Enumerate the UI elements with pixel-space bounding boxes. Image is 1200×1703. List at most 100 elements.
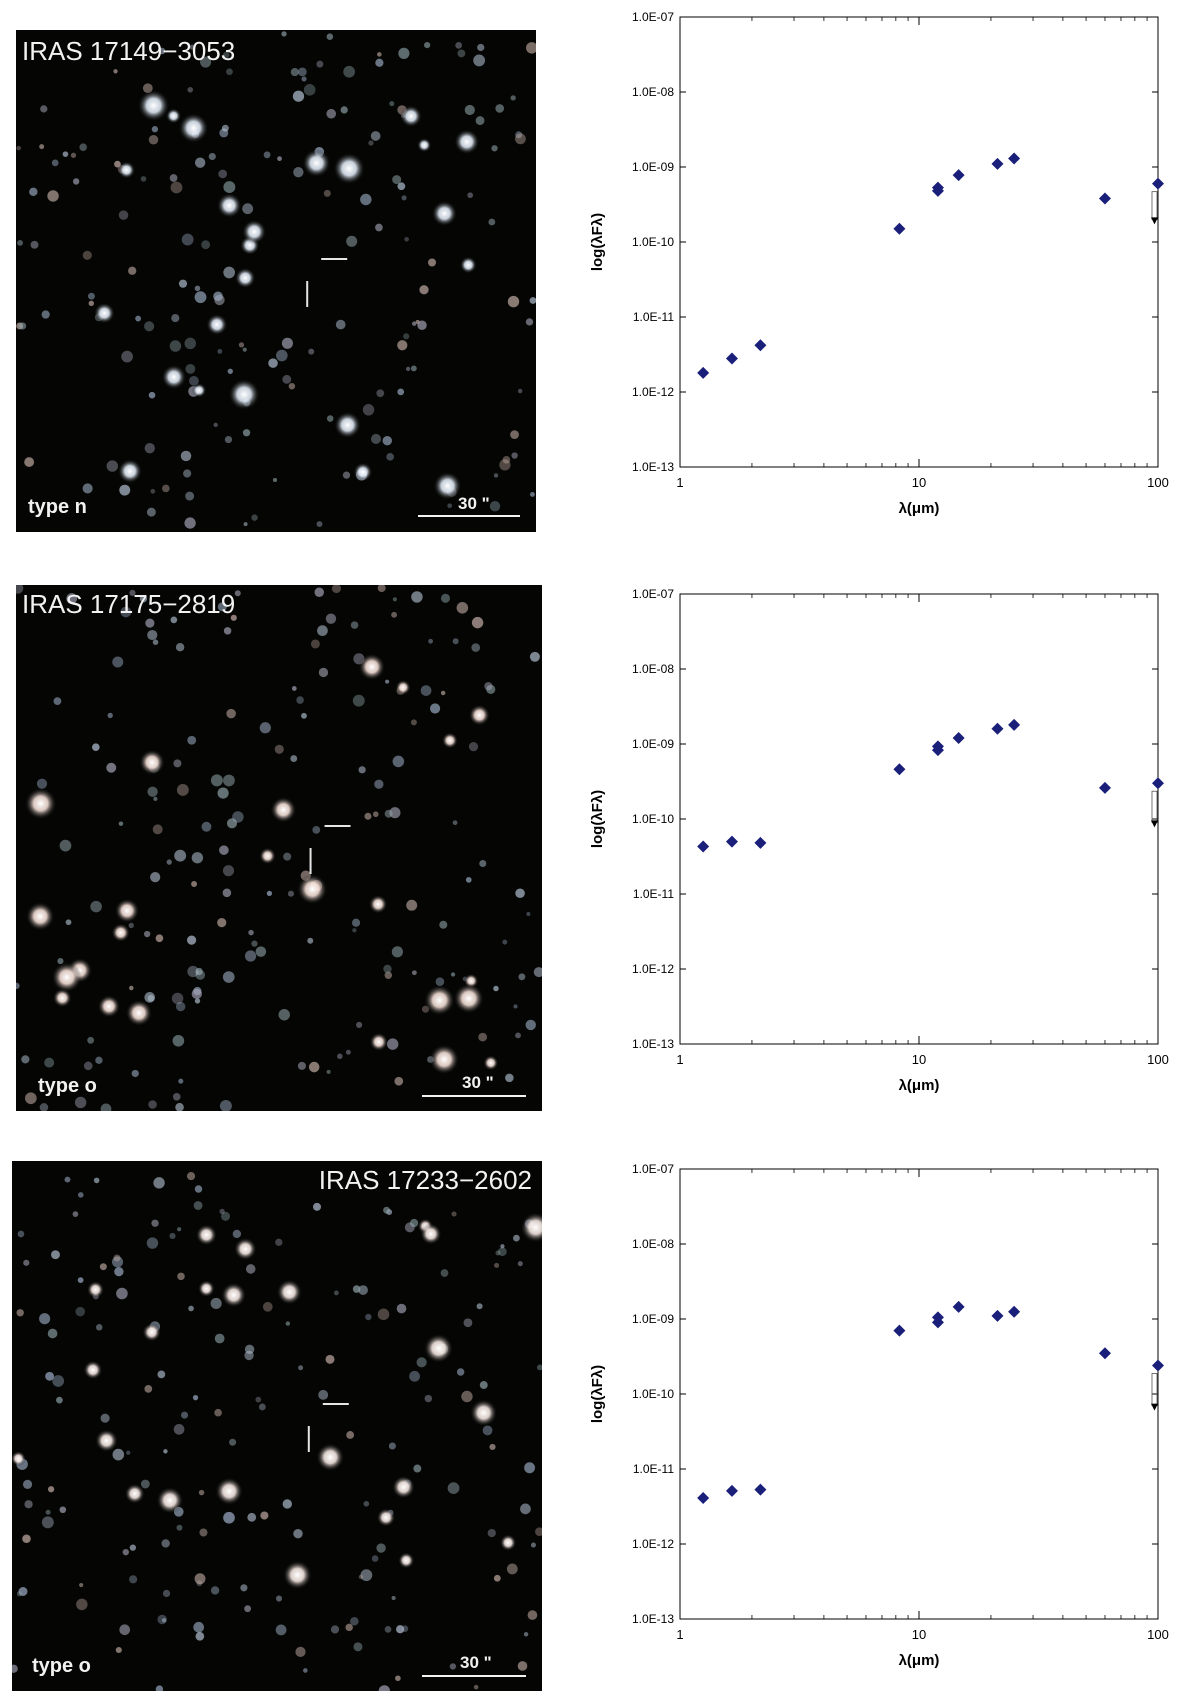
bright-star	[400, 105, 422, 128]
faint-star	[515, 1032, 521, 1039]
faint-star	[224, 435, 233, 444]
faint-star	[147, 786, 158, 797]
x-tick-label: 10	[912, 1627, 926, 1642]
faint-star	[153, 1177, 165, 1189]
faint-star	[350, 1616, 359, 1626]
faint-star	[487, 1528, 496, 1538]
faint-star	[337, 1053, 343, 1060]
faint-star	[429, 703, 441, 714]
faint-star	[293, 1528, 303, 1539]
faint-star	[502, 455, 511, 464]
faint-star	[376, 1543, 386, 1553]
faint-star	[208, 152, 216, 161]
faint-star	[78, 1192, 84, 1198]
sky-image-1: IRAS 17149−3053 type n 30 "	[16, 30, 536, 532]
faint-star	[180, 450, 192, 462]
data-point	[1098, 1347, 1111, 1360]
faint-star	[155, 1685, 164, 1691]
panel-row-1: IRAS 17149−3053 type n 30 " 1 10 100 1.0E-1…	[0, 0, 1200, 540]
faint-star	[360, 193, 372, 206]
data-point	[1098, 192, 1111, 205]
faint-star	[507, 295, 520, 308]
faint-star	[524, 1462, 536, 1474]
faint-star	[439, 920, 448, 929]
faint-star	[29, 187, 38, 197]
data-point	[1152, 177, 1164, 190]
bright-star	[424, 984, 455, 1016]
faint-star	[515, 131, 523, 139]
bright-star	[353, 462, 373, 482]
data-point	[991, 722, 1004, 735]
faint-star	[517, 1661, 528, 1671]
faint-star	[175, 1102, 184, 1111]
faint-star	[222, 971, 235, 983]
faint-star	[260, 1511, 269, 1520]
faint-star	[297, 67, 307, 77]
faint-star	[143, 930, 151, 938]
faint-star	[210, 1297, 222, 1310]
faint-star	[158, 47, 166, 55]
faint-star	[375, 58, 384, 67]
faint-star	[163, 1449, 168, 1454]
faint-star	[479, 1381, 488, 1389]
bright-star	[392, 1475, 415, 1499]
faint-star	[326, 33, 334, 41]
faint-star	[107, 712, 113, 719]
faint-star	[358, 1285, 368, 1295]
faint-star	[529, 297, 536, 304]
faint-star	[377, 52, 382, 57]
faint-star	[181, 233, 194, 246]
faint-star	[223, 1511, 235, 1524]
faint-star	[186, 1172, 196, 1181]
faint-star	[386, 1038, 399, 1050]
faint-star	[186, 935, 197, 945]
faint-star	[465, 877, 472, 883]
faint-star	[47, 1486, 55, 1493]
faint-star	[326, 1069, 331, 1074]
faint-star	[536, 1364, 542, 1371]
faint-star	[476, 1303, 483, 1310]
data-point	[725, 1484, 738, 1497]
upper-limit-arrow	[1151, 820, 1158, 828]
faint-star	[191, 881, 198, 888]
bright-star	[423, 1333, 454, 1363]
faint-star	[166, 859, 172, 865]
faint-star	[113, 1254, 121, 1262]
faint-star	[451, 1211, 457, 1217]
faint-star	[172, 1092, 181, 1101]
faint-star	[282, 374, 292, 384]
bright-star	[25, 901, 55, 931]
faint-star	[52, 1375, 65, 1387]
faint-star	[234, 590, 241, 597]
bright-star	[215, 1477, 244, 1506]
faint-star	[498, 1247, 507, 1257]
faint-star	[214, 1408, 222, 1417]
faint-star	[30, 240, 39, 249]
faint-star	[523, 1632, 529, 1637]
bright-star	[195, 1224, 217, 1246]
faint-star	[217, 602, 227, 612]
x-tick-label: 1	[676, 1627, 683, 1642]
y-axis-label: log(λFλ)	[589, 1365, 606, 1423]
faint-star	[118, 210, 129, 220]
faint-star	[488, 218, 496, 226]
data-point	[893, 222, 906, 235]
faint-star	[489, 500, 501, 512]
faint-star	[440, 1269, 449, 1277]
source-type-3: type o	[32, 1655, 91, 1677]
faint-star	[326, 415, 334, 422]
faint-star	[301, 712, 307, 719]
bright-star	[242, 219, 267, 244]
faint-star	[396, 1625, 405, 1634]
bright-star	[206, 314, 228, 336]
faint-star	[178, 1078, 184, 1084]
faint-star	[290, 68, 299, 77]
faint-star	[364, 812, 372, 820]
y-tick-label: 1.0E-11	[633, 310, 674, 324]
faint-star	[172, 1034, 185, 1047]
faint-star	[223, 774, 235, 787]
scale-bar-3	[422, 1675, 526, 1677]
y-tick-label: 1.0E-07	[632, 10, 674, 24]
faint-star	[482, 1425, 493, 1436]
star-field-1	[16, 31, 536, 529]
